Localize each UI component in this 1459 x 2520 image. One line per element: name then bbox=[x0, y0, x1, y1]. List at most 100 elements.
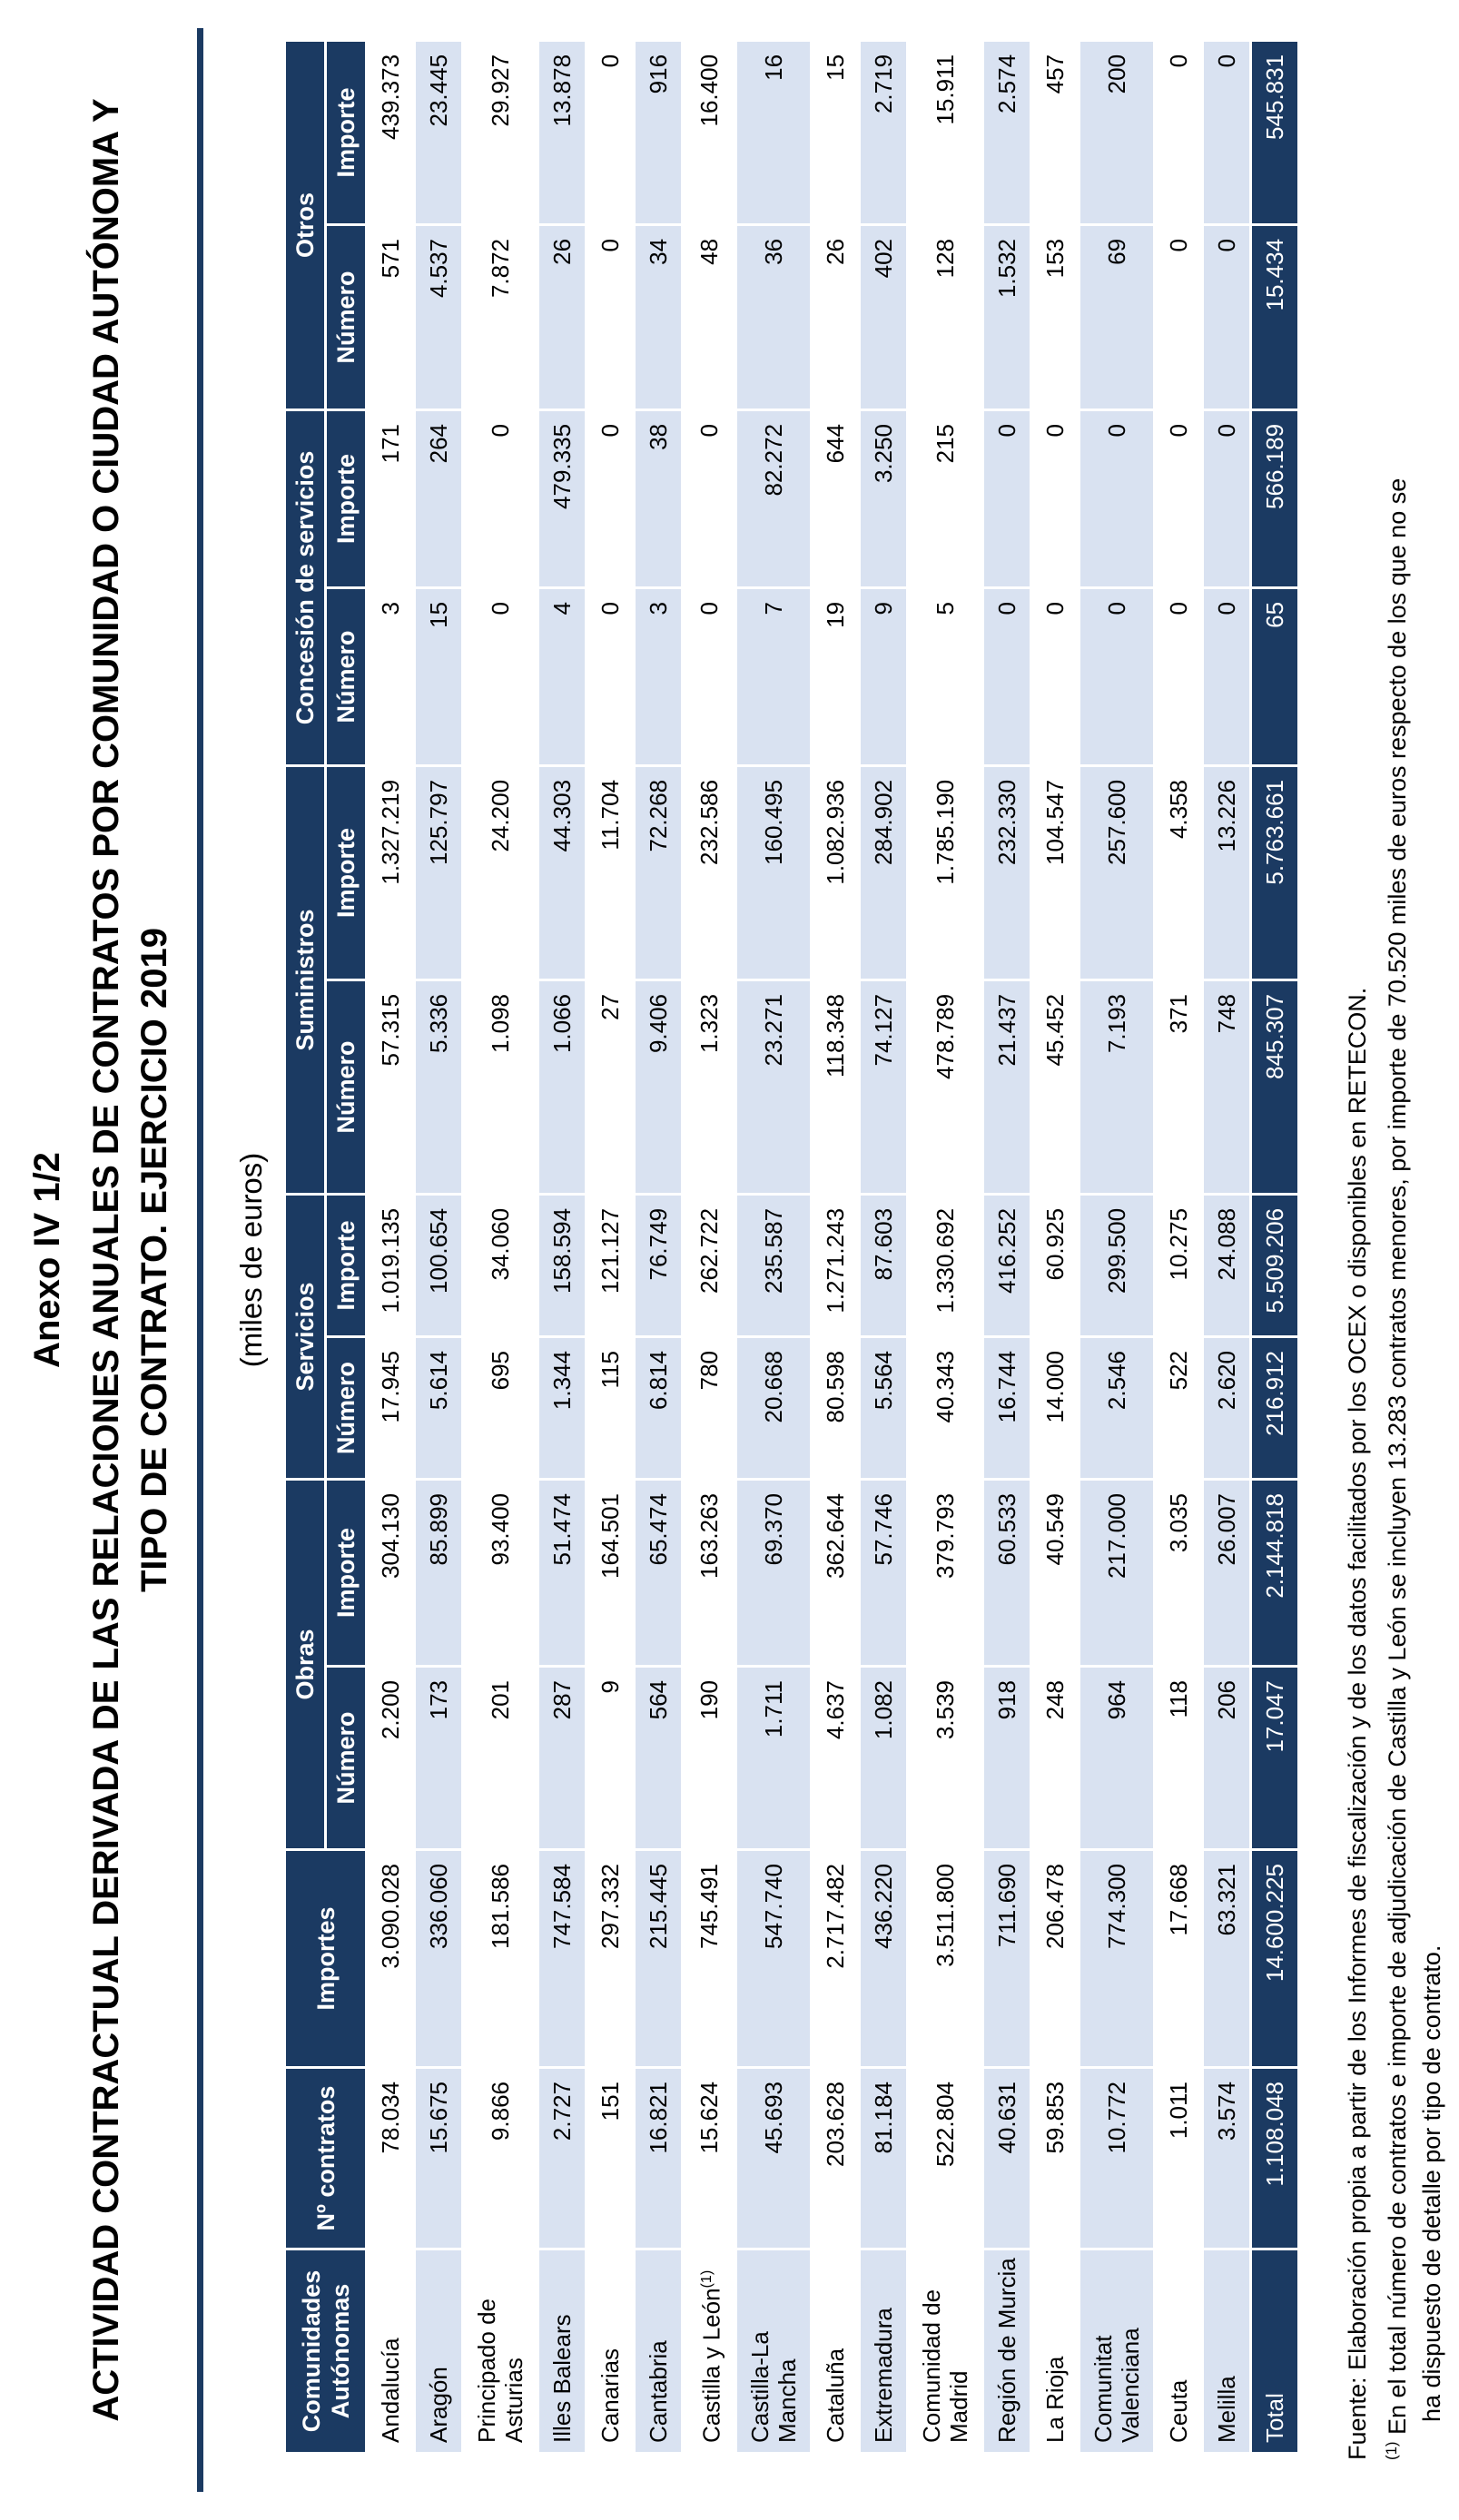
value-cell: 1.271.243 bbox=[811, 1194, 860, 1337]
value-cell: 45.452 bbox=[1030, 979, 1079, 1195]
value-cell: 0 bbox=[1202, 40, 1251, 225]
value-cell: 1.082.936 bbox=[811, 765, 860, 980]
value-cell: 65 bbox=[1250, 587, 1299, 766]
value-cell: 379.793 bbox=[907, 1479, 983, 1667]
value-cell: 5.614 bbox=[414, 1336, 463, 1480]
value-cell: 299.500 bbox=[1079, 1194, 1155, 1337]
value-cell: 1.108.048 bbox=[1250, 2067, 1299, 2249]
value-cell: 695 bbox=[462, 1336, 538, 1480]
region-name: Andalucía bbox=[377, 2338, 404, 2443]
table-row: Castilla-La Mancha 45.693 547.740 1.711 69.3… bbox=[735, 40, 812, 2454]
region-name-cell: Comunidad de Madrid bbox=[907, 2249, 983, 2454]
value-cell: 566.189 bbox=[1250, 409, 1299, 588]
annex-label: Anexo IV 1/2 bbox=[27, 1152, 67, 1368]
value-cell: 19 bbox=[811, 587, 860, 766]
subheader-servicios-numero: Número bbox=[325, 1336, 367, 1480]
value-cell: 1.344 bbox=[537, 1336, 587, 1480]
value-cell: 128 bbox=[907, 224, 983, 410]
value-cell: 0 bbox=[1154, 224, 1203, 410]
value-cell: 232.586 bbox=[682, 765, 736, 980]
value-cell: 206 bbox=[1202, 1666, 1251, 1850]
value-cell: 3.090.028 bbox=[366, 1849, 415, 2068]
value-cell: 104.547 bbox=[1030, 765, 1079, 980]
table-row: Cantabria 16.821 215.445 564 65.474 6.814 76.7… bbox=[634, 40, 683, 2454]
value-cell: 5.509.206 bbox=[1250, 1194, 1299, 1337]
value-cell: 29.927 bbox=[462, 40, 538, 225]
value-cell: 7.872 bbox=[462, 224, 538, 410]
region-name: Melilla bbox=[1212, 2376, 1240, 2443]
value-cell: 4.358 bbox=[1154, 765, 1203, 980]
value-cell: 0 bbox=[586, 409, 635, 588]
value-cell: 232.330 bbox=[982, 765, 1031, 980]
region-name: Extremadura bbox=[869, 2308, 897, 2443]
region-name: Comunitat Valenciana bbox=[1089, 2328, 1144, 2443]
table-row: Principado de Asturias 9.866 181.586 201 93.… bbox=[462, 40, 538, 2454]
value-cell: 545.831 bbox=[1250, 40, 1299, 225]
value-cell: 9 bbox=[586, 1666, 635, 1850]
value-cell: 125.797 bbox=[414, 765, 463, 980]
table-row: Región de Murcia 40.631 711.690 918 60.533 16… bbox=[982, 40, 1031, 2454]
header-comunidades-autonomas: Comunidades Autónomas bbox=[284, 2249, 367, 2454]
title-line-1: ACTIVIDAD CONTRACTUAL DERIVADA DE LAS RE… bbox=[86, 98, 126, 2422]
footnote-1: (1) En el total número de contratos e im… bbox=[1375, 0, 1415, 2460]
value-cell: 65.474 bbox=[634, 1479, 683, 1667]
table-row: Ceuta 1.011 17.668 118 3.035 522 10.275 371 4.35… bbox=[1154, 40, 1203, 2454]
group-header-obras: Obras bbox=[284, 1479, 326, 1850]
value-cell: 9.866 bbox=[462, 2067, 538, 2249]
value-cell: 3 bbox=[634, 587, 683, 766]
value-cell: 57.315 bbox=[366, 979, 415, 1195]
region-name-cell: Cantabria bbox=[634, 2249, 683, 2454]
value-cell: 203.628 bbox=[811, 2067, 860, 2249]
region-name-cell: Aragón bbox=[414, 2249, 463, 2454]
value-cell: 80.598 bbox=[811, 1336, 860, 1480]
group-header-concesion-de-servicios: Concesión de servicios bbox=[284, 409, 326, 766]
value-cell: 9.406 bbox=[634, 979, 683, 1195]
value-cell: 0 bbox=[462, 587, 538, 766]
footnote-1-continuation: ha dispuesto de detalle por tipo de cont… bbox=[1417, 1944, 1445, 2422]
value-cell: 26 bbox=[537, 224, 587, 410]
value-cell: 0 bbox=[1154, 587, 1203, 766]
value-cell: 284.902 bbox=[859, 765, 908, 980]
value-cell: 235.587 bbox=[735, 1194, 812, 1337]
value-cell: 916 bbox=[634, 40, 683, 225]
region-name: Cantabria bbox=[645, 2340, 672, 2443]
value-cell: 45.693 bbox=[735, 2067, 812, 2249]
value-cell: 1.098 bbox=[462, 979, 538, 1195]
value-cell: 17.945 bbox=[366, 1336, 415, 1480]
region-name-cell: La Rioja bbox=[1030, 2249, 1079, 2454]
value-cell: 248 bbox=[1030, 1666, 1079, 1850]
value-cell: 0 bbox=[1154, 40, 1203, 225]
value-cell: 3 bbox=[366, 587, 415, 766]
region-name-cell: Comunitat Valenciana bbox=[1079, 2249, 1155, 2454]
value-cell: 15.624 bbox=[682, 2067, 736, 2249]
value-cell: 3.250 bbox=[859, 409, 908, 588]
value-cell: 479.335 bbox=[537, 409, 587, 588]
subheader-obras-numero: Número bbox=[325, 1666, 367, 1850]
value-cell: 297.332 bbox=[586, 1849, 635, 2068]
region-name-cell: Cataluña bbox=[811, 2249, 860, 2454]
value-cell: 522.804 bbox=[907, 2067, 983, 2249]
region-name: Castilla-La Mancha bbox=[745, 2331, 801, 2443]
value-cell: 1.532 bbox=[982, 224, 1031, 410]
table-row: Melilla 3.574 63.321 206 26.007 2.620 24.088 74… bbox=[1202, 40, 1251, 2454]
value-cell: 40.549 bbox=[1030, 1479, 1079, 1667]
value-cell: 571 bbox=[366, 224, 415, 410]
value-cell: 0 bbox=[586, 224, 635, 410]
value-cell: 200 bbox=[1079, 40, 1155, 225]
value-cell: 44.303 bbox=[537, 765, 587, 980]
units-note: (miles de euros) bbox=[234, 1152, 268, 1368]
value-cell: 0 bbox=[1154, 409, 1203, 588]
value-cell: 16.400 bbox=[682, 40, 736, 225]
value-cell: 362.644 bbox=[811, 1479, 860, 1667]
value-cell: 81.184 bbox=[859, 2067, 908, 2249]
group-header-otros: Otros bbox=[284, 40, 326, 410]
value-cell: 262.722 bbox=[682, 1194, 736, 1337]
footnote-1-marker: (1) bbox=[1382, 2441, 1400, 2460]
value-cell: 181.586 bbox=[462, 1849, 538, 2068]
value-cell: 5.564 bbox=[859, 1336, 908, 1480]
table-row: Cataluña 203.628 2.717.482 4.637 362.644 80.5… bbox=[811, 40, 860, 2454]
total-label-cell: Total bbox=[1250, 2249, 1299, 2454]
table-row: La Rioja 59.853 206.478 248 40.549 14.000 60.9… bbox=[1030, 40, 1079, 2454]
page-title: ACTIVIDAD CONTRACTUAL DERIVADA DE LAS RE… bbox=[83, 0, 179, 2520]
